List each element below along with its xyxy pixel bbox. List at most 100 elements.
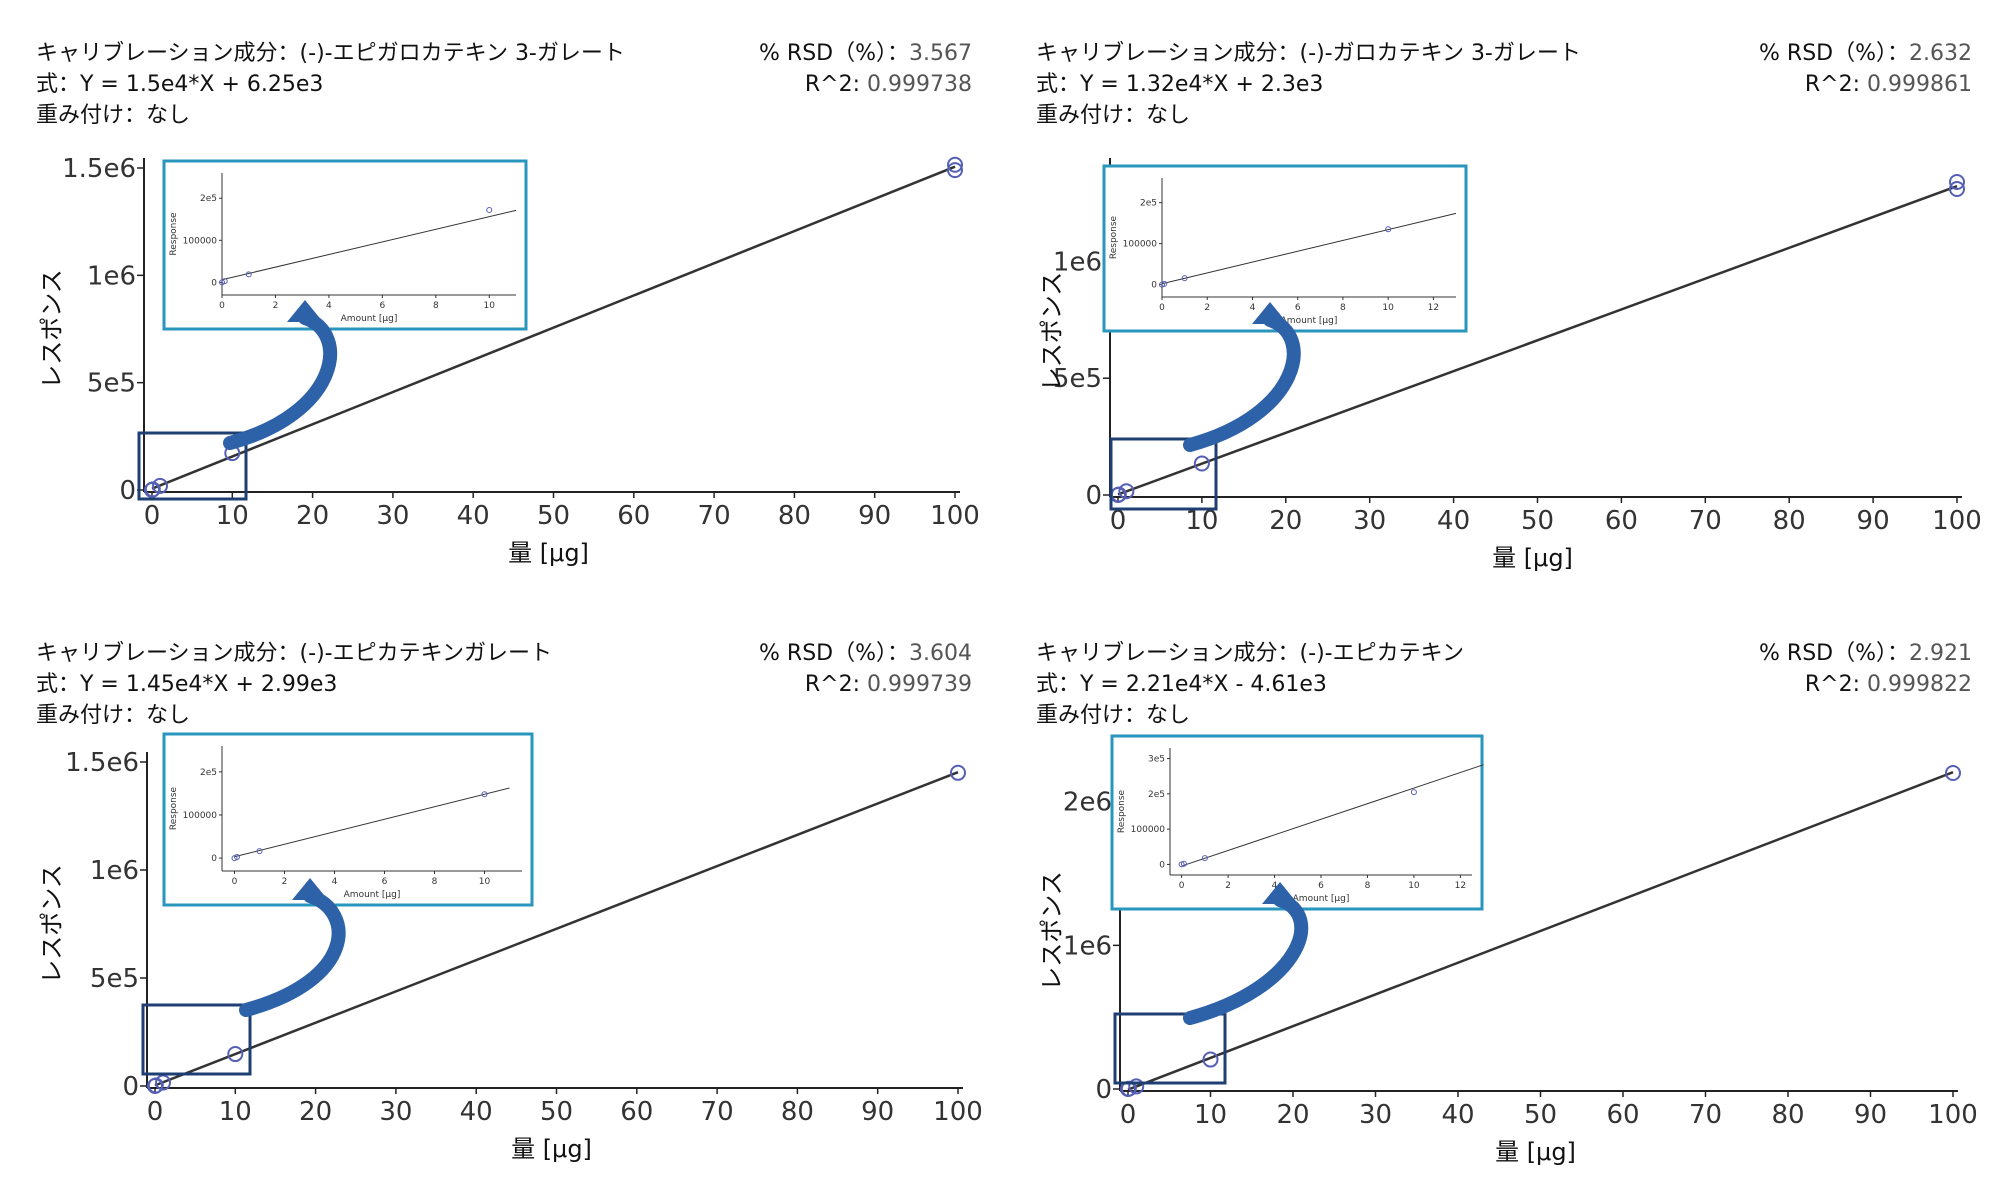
inset-y-tick-label: 0 [211, 278, 217, 288]
x-tick-label: 30 [379, 1097, 412, 1127]
x-tick-label: 90 [861, 1097, 894, 1127]
rsd-value: 3.567 [909, 41, 972, 66]
weighting-label: 重み付け：なし [1036, 103, 1191, 128]
inset-x-tick-label: 2 [282, 877, 288, 887]
panel-header-left: キャリブレーション成分：(-)-エピカテキン 式：Y = 2.21e4*X - … [1036, 638, 1464, 731]
data-point [1118, 483, 1135, 500]
x-tick-label: 20 [1269, 506, 1302, 536]
inset-data-point [1181, 275, 1188, 282]
zoom-arrow-head [287, 300, 323, 322]
inset-data-point [1180, 860, 1187, 867]
y-tick-label: 1e6 [1063, 931, 1112, 961]
inset-y-tick-label: 3e5 [1148, 755, 1165, 765]
inset-y-tick-label: 2e5 [200, 194, 217, 204]
inset-x-tick-label: 2 [273, 301, 279, 311]
y-tick-label: 1e6 [87, 261, 136, 291]
zoom-arrow-head [292, 878, 328, 900]
zoom-arrow-shaft [1183, 893, 1309, 1025]
inset-x-tick-label: 10 [1408, 881, 1420, 891]
inset-y-tick-label: 2e5 [1148, 790, 1165, 800]
x-tick-label: 20 [296, 501, 329, 531]
x-tick-label: 60 [1606, 1100, 1639, 1130]
zoom-region-box [1113, 1012, 1227, 1085]
inset-x-tick-label: 6 [1295, 303, 1301, 313]
x-axis-label: 量 [μg] [1495, 1138, 1576, 1166]
inset-chart: 0 2 4 6 8 10 0 100000 2e5 Amount [μg] Response [162, 159, 528, 331]
data-point [1949, 181, 1965, 198]
inset-x-tick-label: 4 [326, 301, 332, 311]
rsd-line: % RSD（%）：3.567 [759, 38, 972, 69]
x-tick-label: 10 [219, 1097, 252, 1127]
panel-header-right: % RSD（%）：3.567 R^2: 0.999738 [759, 38, 972, 100]
inset-frame [1110, 734, 1484, 911]
x-tick-label: 60 [620, 1097, 653, 1127]
x-tick-label: 60 [1605, 506, 1638, 536]
y-axis-label: レスポンス [38, 269, 66, 389]
x-tick-label: 100 [933, 1097, 983, 1127]
weighting-label: 重み付け：なし [36, 703, 191, 728]
data-point [1202, 1051, 1219, 1068]
inset-fit-line [221, 209, 517, 281]
calibration-panel-ec: キャリブレーション成分：(-)-エピカテキン 式：Y = 2.21e4*X - … [1000, 600, 2000, 1200]
data-point [1128, 1078, 1145, 1095]
x-tick-label: 30 [1359, 1100, 1392, 1130]
inset-x-tick-label: 8 [1340, 303, 1346, 313]
compound-label: キャリブレーション成分：(-)-エピカテキンガレート [36, 641, 552, 666]
inset-frame [162, 732, 534, 907]
x-tick-label: 100 [930, 501, 980, 531]
zoom-region-box [1109, 437, 1218, 511]
equation-label: 式：Y = 2.21e4*X - 4.61e3 [1036, 672, 1327, 697]
rsd-line: % RSD（%）：3.604 [759, 638, 972, 669]
x-tick-label: 100 [1932, 506, 1982, 536]
x-tick-label: 80 [1773, 506, 1806, 536]
rsd-label: % RSD（%）： [759, 641, 910, 666]
calibration-panel-ecg: キャリブレーション成分：(-)-エピカテキンガレート 式：Y = 1.45e4*… [0, 600, 1000, 1200]
inset-chart: 0 2 4 6 8 10 12 0 100000 2e5 Amount [μg] Response [1102, 164, 1468, 333]
y-tick-label: 1e6 [90, 856, 139, 886]
inset-x-tick-label: 0 [232, 877, 238, 887]
x-tick-label: 70 [698, 501, 731, 531]
equation-label: 式：Y = 1.32e4*X + 2.3e3 [1036, 72, 1324, 97]
equation-label: 式：Y = 1.5e4*X + 6.25e3 [36, 72, 324, 97]
y-tick-label: 1.5e6 [65, 748, 139, 778]
x-tick-label: 70 [1689, 506, 1722, 536]
inset-frame [162, 159, 528, 331]
x-tick-label: 0 [1110, 506, 1127, 536]
inset-y-tick-label: 0 [1151, 281, 1157, 291]
r2-value: 0.999861 [1867, 72, 1972, 97]
inset-x-tick-label: 6 [379, 301, 385, 311]
x-tick-label: 0 [144, 501, 161, 531]
x-tick-label: 60 [617, 501, 650, 531]
x-tick-label: 0 [147, 1097, 164, 1127]
inset-x-tick-label: 6 [1318, 881, 1324, 891]
inset-y-tick-label: 100000 [1123, 240, 1158, 250]
inset-x-tick-label: 4 [1250, 303, 1256, 313]
inset-data-point [256, 848, 263, 855]
r2-value: 0.999822 [1867, 672, 1972, 697]
calibration-panel-gcg: キャリブレーション成分：(-)-ガロカテキン 3-ガレート 式：Y = 1.32… [1000, 0, 2000, 600]
x-tick-label: 50 [1521, 506, 1554, 536]
inset-y-tick-label: 0 [1159, 860, 1165, 870]
inset-x-tick-label: 12 [1428, 303, 1439, 313]
y-tick-label: 0 [1085, 481, 1102, 511]
zoom-arrow-shaft [223, 311, 338, 450]
x-tick-label: 90 [1857, 506, 1890, 536]
inset-data-point [486, 207, 493, 214]
data-point [1945, 765, 1961, 781]
inset-x-tick-label: 8 [1365, 881, 1371, 891]
y-axis-label: レスポンス [38, 864, 66, 984]
inset-x-tick-label: 8 [433, 301, 439, 311]
inset-x-tick-label: 0 [219, 301, 225, 311]
inset-y-axis-label: Response [169, 786, 179, 830]
zoom-arrow-head [1262, 882, 1298, 904]
compound-label: キャリブレーション成分：(-)-エピカテキン [1036, 641, 1464, 666]
x-tick-label: 0 [1120, 1100, 1137, 1130]
inset-fit-line [1181, 764, 1484, 867]
rsd-label: % RSD（%）： [1759, 641, 1910, 666]
x-tick-label: 90 [858, 501, 891, 531]
x-tick-label: 20 [299, 1097, 332, 1127]
y-axis-label: レスポンス [1038, 272, 1066, 392]
